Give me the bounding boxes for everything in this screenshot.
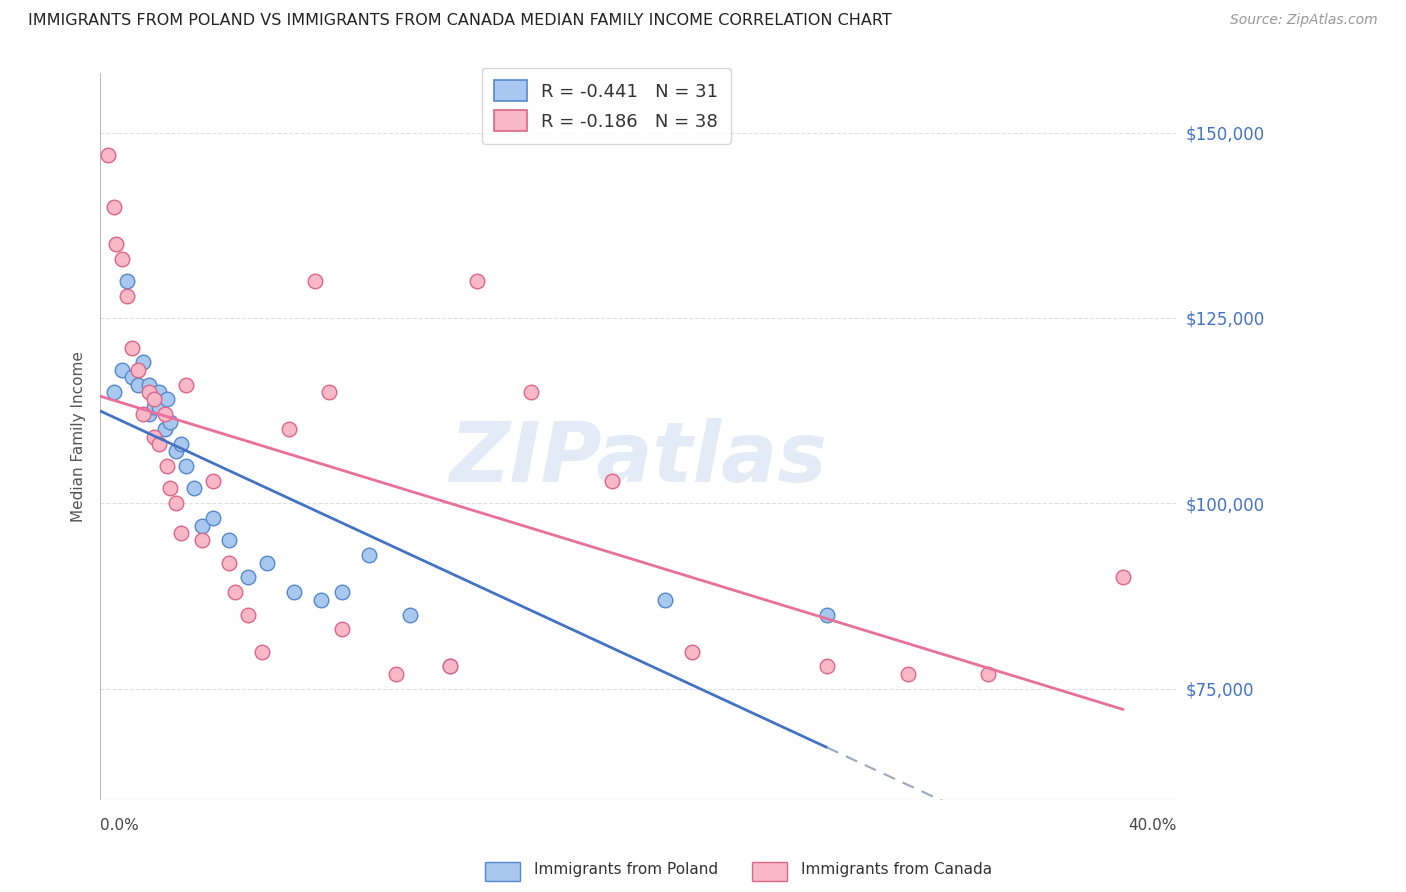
Point xyxy=(520,385,543,400)
Point xyxy=(156,392,179,407)
Point xyxy=(250,644,273,658)
Point xyxy=(218,556,240,570)
Point xyxy=(398,607,420,622)
Point xyxy=(600,474,623,488)
Point xyxy=(121,341,143,355)
Point xyxy=(238,607,260,622)
Point xyxy=(183,482,205,496)
Point xyxy=(148,437,170,451)
Point xyxy=(174,377,197,392)
Y-axis label: Median Family Income: Median Family Income xyxy=(72,351,86,522)
Point xyxy=(153,407,176,421)
Point xyxy=(815,659,838,673)
Point xyxy=(103,385,125,400)
Point xyxy=(304,274,326,288)
Point xyxy=(105,236,128,251)
Point xyxy=(174,459,197,474)
Point xyxy=(138,407,160,421)
Point xyxy=(153,422,176,436)
Point xyxy=(465,274,488,288)
Text: Immigrants from Poland: Immigrants from Poland xyxy=(534,863,718,877)
Point xyxy=(159,482,181,496)
Point xyxy=(385,666,408,681)
Point xyxy=(170,437,193,451)
Point xyxy=(138,377,160,392)
Point xyxy=(654,592,676,607)
Point xyxy=(332,623,354,637)
Point xyxy=(156,459,179,474)
Point xyxy=(439,659,461,673)
Text: Immigrants from Canada: Immigrants from Canada xyxy=(801,863,993,877)
Point xyxy=(439,659,461,673)
Point xyxy=(97,148,120,162)
Text: ZIPatlas: ZIPatlas xyxy=(450,417,828,499)
Point xyxy=(111,363,134,377)
Point xyxy=(1112,570,1135,584)
Point xyxy=(111,252,134,266)
Point xyxy=(143,392,166,407)
Point xyxy=(115,274,138,288)
Point xyxy=(681,644,703,658)
Text: 0.0%: 0.0% xyxy=(100,819,139,833)
Point xyxy=(170,525,193,540)
Point xyxy=(132,407,155,421)
Point xyxy=(138,385,160,400)
Point xyxy=(283,585,305,599)
Text: Source: ZipAtlas.com: Source: ZipAtlas.com xyxy=(1230,13,1378,28)
Point xyxy=(159,415,181,429)
Point xyxy=(977,666,1000,681)
Point xyxy=(143,400,166,414)
Point xyxy=(359,548,381,562)
Point xyxy=(143,429,166,443)
Point xyxy=(202,474,225,488)
Point xyxy=(332,585,354,599)
Point xyxy=(218,533,240,548)
Point xyxy=(115,288,138,302)
Point xyxy=(148,400,170,414)
Text: 40.0%: 40.0% xyxy=(1129,819,1177,833)
Point xyxy=(815,607,838,622)
Point xyxy=(132,355,155,369)
Point xyxy=(309,592,332,607)
Point xyxy=(165,444,187,458)
Point xyxy=(121,370,143,384)
Point xyxy=(238,570,260,584)
Point xyxy=(103,200,125,214)
Point xyxy=(897,666,920,681)
Legend: R = -0.441   N = 31, R = -0.186   N = 38: R = -0.441 N = 31, R = -0.186 N = 38 xyxy=(482,68,731,144)
Point xyxy=(277,422,299,436)
Point xyxy=(127,363,149,377)
Point xyxy=(127,377,149,392)
Point xyxy=(224,585,246,599)
Point xyxy=(165,496,187,510)
Point xyxy=(256,556,278,570)
Point xyxy=(148,385,170,400)
Point xyxy=(191,518,214,533)
Point xyxy=(318,385,340,400)
Point xyxy=(202,511,225,525)
Point xyxy=(191,533,214,548)
Text: IMMIGRANTS FROM POLAND VS IMMIGRANTS FROM CANADA MEDIAN FAMILY INCOME CORRELATIO: IMMIGRANTS FROM POLAND VS IMMIGRANTS FRO… xyxy=(28,13,891,29)
